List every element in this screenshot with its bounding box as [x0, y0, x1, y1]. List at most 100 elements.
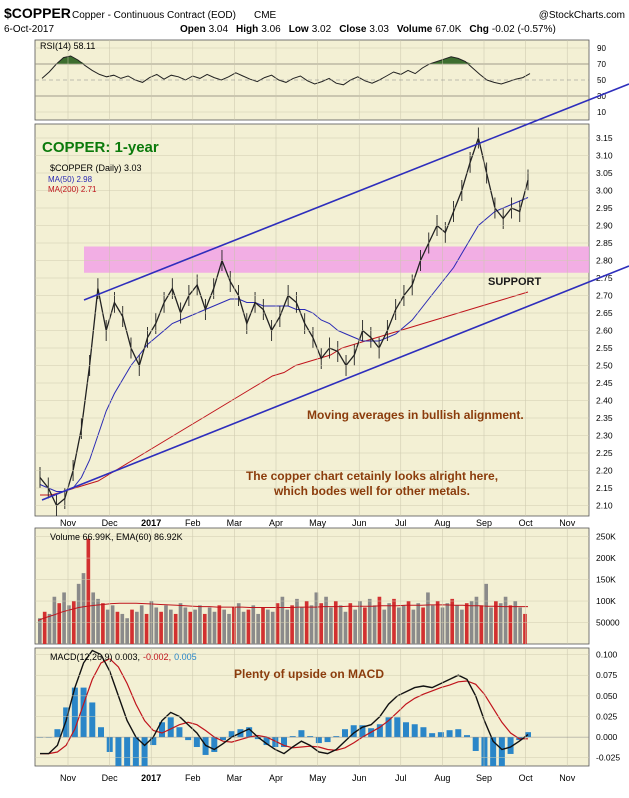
volume-tick-label: 50000 — [596, 618, 620, 628]
price-plot — [39, 127, 589, 516]
price-month-label: Nov — [559, 518, 576, 528]
price-month-label: May — [309, 518, 327, 528]
volume-tick-label: 150K — [596, 575, 616, 585]
volume-bar — [484, 583, 488, 644]
volume-bar — [299, 607, 304, 644]
volume-bar — [251, 605, 256, 644]
description: Copper - Continuous Contract (EOD) — [72, 10, 236, 21]
macd-histogram-bar — [150, 737, 157, 746]
volume-bar — [377, 596, 382, 644]
macd-histogram-bar — [333, 736, 340, 738]
volume-bar — [329, 607, 333, 644]
price-legend: $COPPER (Daily) 3.03 — [50, 163, 142, 173]
volume-bar — [363, 607, 367, 644]
price-tick-label: 2.75 — [596, 273, 613, 283]
volume-bar — [120, 613, 125, 644]
volume-bar — [508, 605, 513, 644]
price-tick-label: 2.70 — [596, 291, 613, 301]
macd-histogram-bar — [141, 737, 148, 766]
volume-bar — [101, 603, 105, 644]
rsi-line — [41, 55, 531, 86]
volume-bar — [144, 613, 149, 644]
macd-tick-label: -0.025 — [596, 753, 620, 763]
macd-month-label: Jun — [352, 773, 367, 783]
price-month-label: 2017 — [141, 518, 161, 528]
volume-bar — [154, 607, 159, 644]
volume-bar — [256, 613, 260, 644]
macd-signal-line — [40, 657, 528, 755]
macd-legend-hist: 0.005 — [174, 652, 197, 662]
macd-histogram-bar — [289, 736, 296, 738]
macd-month-label: Dec — [102, 773, 119, 783]
price-month-label: Mar — [227, 518, 243, 528]
volume-bar — [202, 613, 207, 644]
price-month-label: Dec — [102, 518, 119, 528]
price-month-label: Jul — [395, 518, 407, 528]
macd-histogram-bar — [342, 729, 348, 738]
volume-bar — [275, 603, 280, 644]
price-tick-label: 2.45 — [596, 378, 613, 388]
price-tick-label: 2.25 — [596, 448, 613, 458]
annotation-support: SUPPORT — [488, 276, 541, 288]
volume-bar — [426, 592, 430, 644]
volume-bar — [353, 609, 357, 644]
volume-bar — [518, 607, 522, 644]
rsi-tick-label: 90 — [597, 44, 606, 53]
volume-bar — [207, 607, 212, 644]
macd-month-label: Jul — [395, 773, 407, 783]
volume-bar — [110, 605, 115, 644]
price-month-label: Feb — [185, 518, 201, 528]
chart-date: 6-Oct-2017 — [4, 24, 54, 35]
annotation-ma: Moving averages in bullish alignment. — [307, 408, 524, 422]
price-tick-label: 2.20 — [596, 466, 613, 476]
price-tick-label: 3.10 — [596, 151, 613, 161]
price-tick-label: 2.55 — [596, 343, 613, 353]
price-tick-label: 2.15 — [596, 483, 613, 493]
rsi-tick-label: 30 — [597, 92, 606, 101]
macd-histogram-bar — [315, 737, 322, 744]
volume-bar — [212, 611, 217, 644]
annotation-metals-1: The copper chart cetainly looks alright … — [246, 469, 498, 483]
macd-histogram-bar — [464, 735, 470, 738]
chg-value: -0.02 (-0.57%) — [492, 24, 556, 35]
volume-bar — [236, 603, 241, 644]
annotation-macd: Plenty of upside on MACD — [234, 667, 384, 681]
macd-histogram-bar — [481, 737, 488, 766]
volume-bar — [319, 603, 324, 644]
macd-histogram-bar — [132, 737, 139, 766]
volume-bar — [91, 592, 96, 644]
high-value: 3.06 — [261, 24, 281, 35]
macd-histogram-bar — [324, 737, 331, 743]
macd-histogram-bar — [385, 717, 392, 738]
volume-bar — [105, 609, 110, 644]
volume-bar — [270, 611, 275, 644]
macd-histogram-bar — [193, 737, 200, 748]
volume-tick-label: 100K — [596, 596, 616, 606]
volume-bar — [81, 573, 86, 644]
volume-bar — [401, 605, 406, 644]
price-tick-label: 2.65 — [596, 308, 613, 318]
volume-bar — [246, 609, 251, 644]
macd-histogram-bar — [472, 737, 479, 751]
volume-bar — [198, 605, 202, 644]
volume-bar — [397, 607, 401, 644]
price-tick-label: 2.10 — [596, 501, 613, 511]
volume-bar — [314, 592, 319, 644]
macd-month-label: Sep — [476, 773, 492, 783]
volume-bar — [96, 598, 100, 644]
macd-histogram-bar — [490, 737, 497, 766]
macd-histogram-bar — [298, 730, 305, 738]
macd-histogram-bar — [498, 737, 505, 766]
axes: Nov Dec 2017 Feb Mar Apr May Jun Jul Aug Sep Oct Nov… — [35, 40, 620, 783]
macd-month-label: Mar — [227, 773, 243, 783]
volume-bar — [489, 607, 493, 644]
macd-month-label: Nov — [559, 773, 576, 783]
volume-bar — [372, 605, 377, 644]
macd-histogram-bar — [71, 687, 78, 738]
volume-bar — [130, 609, 134, 644]
volume-bar — [62, 592, 66, 644]
rsi-tick-label: 70 — [597, 60, 606, 69]
macd-legend: MACD(12,26,9) 0.003, -0.002, 0.005 — [50, 652, 197, 662]
price-tick-label: 3.05 — [596, 168, 613, 178]
